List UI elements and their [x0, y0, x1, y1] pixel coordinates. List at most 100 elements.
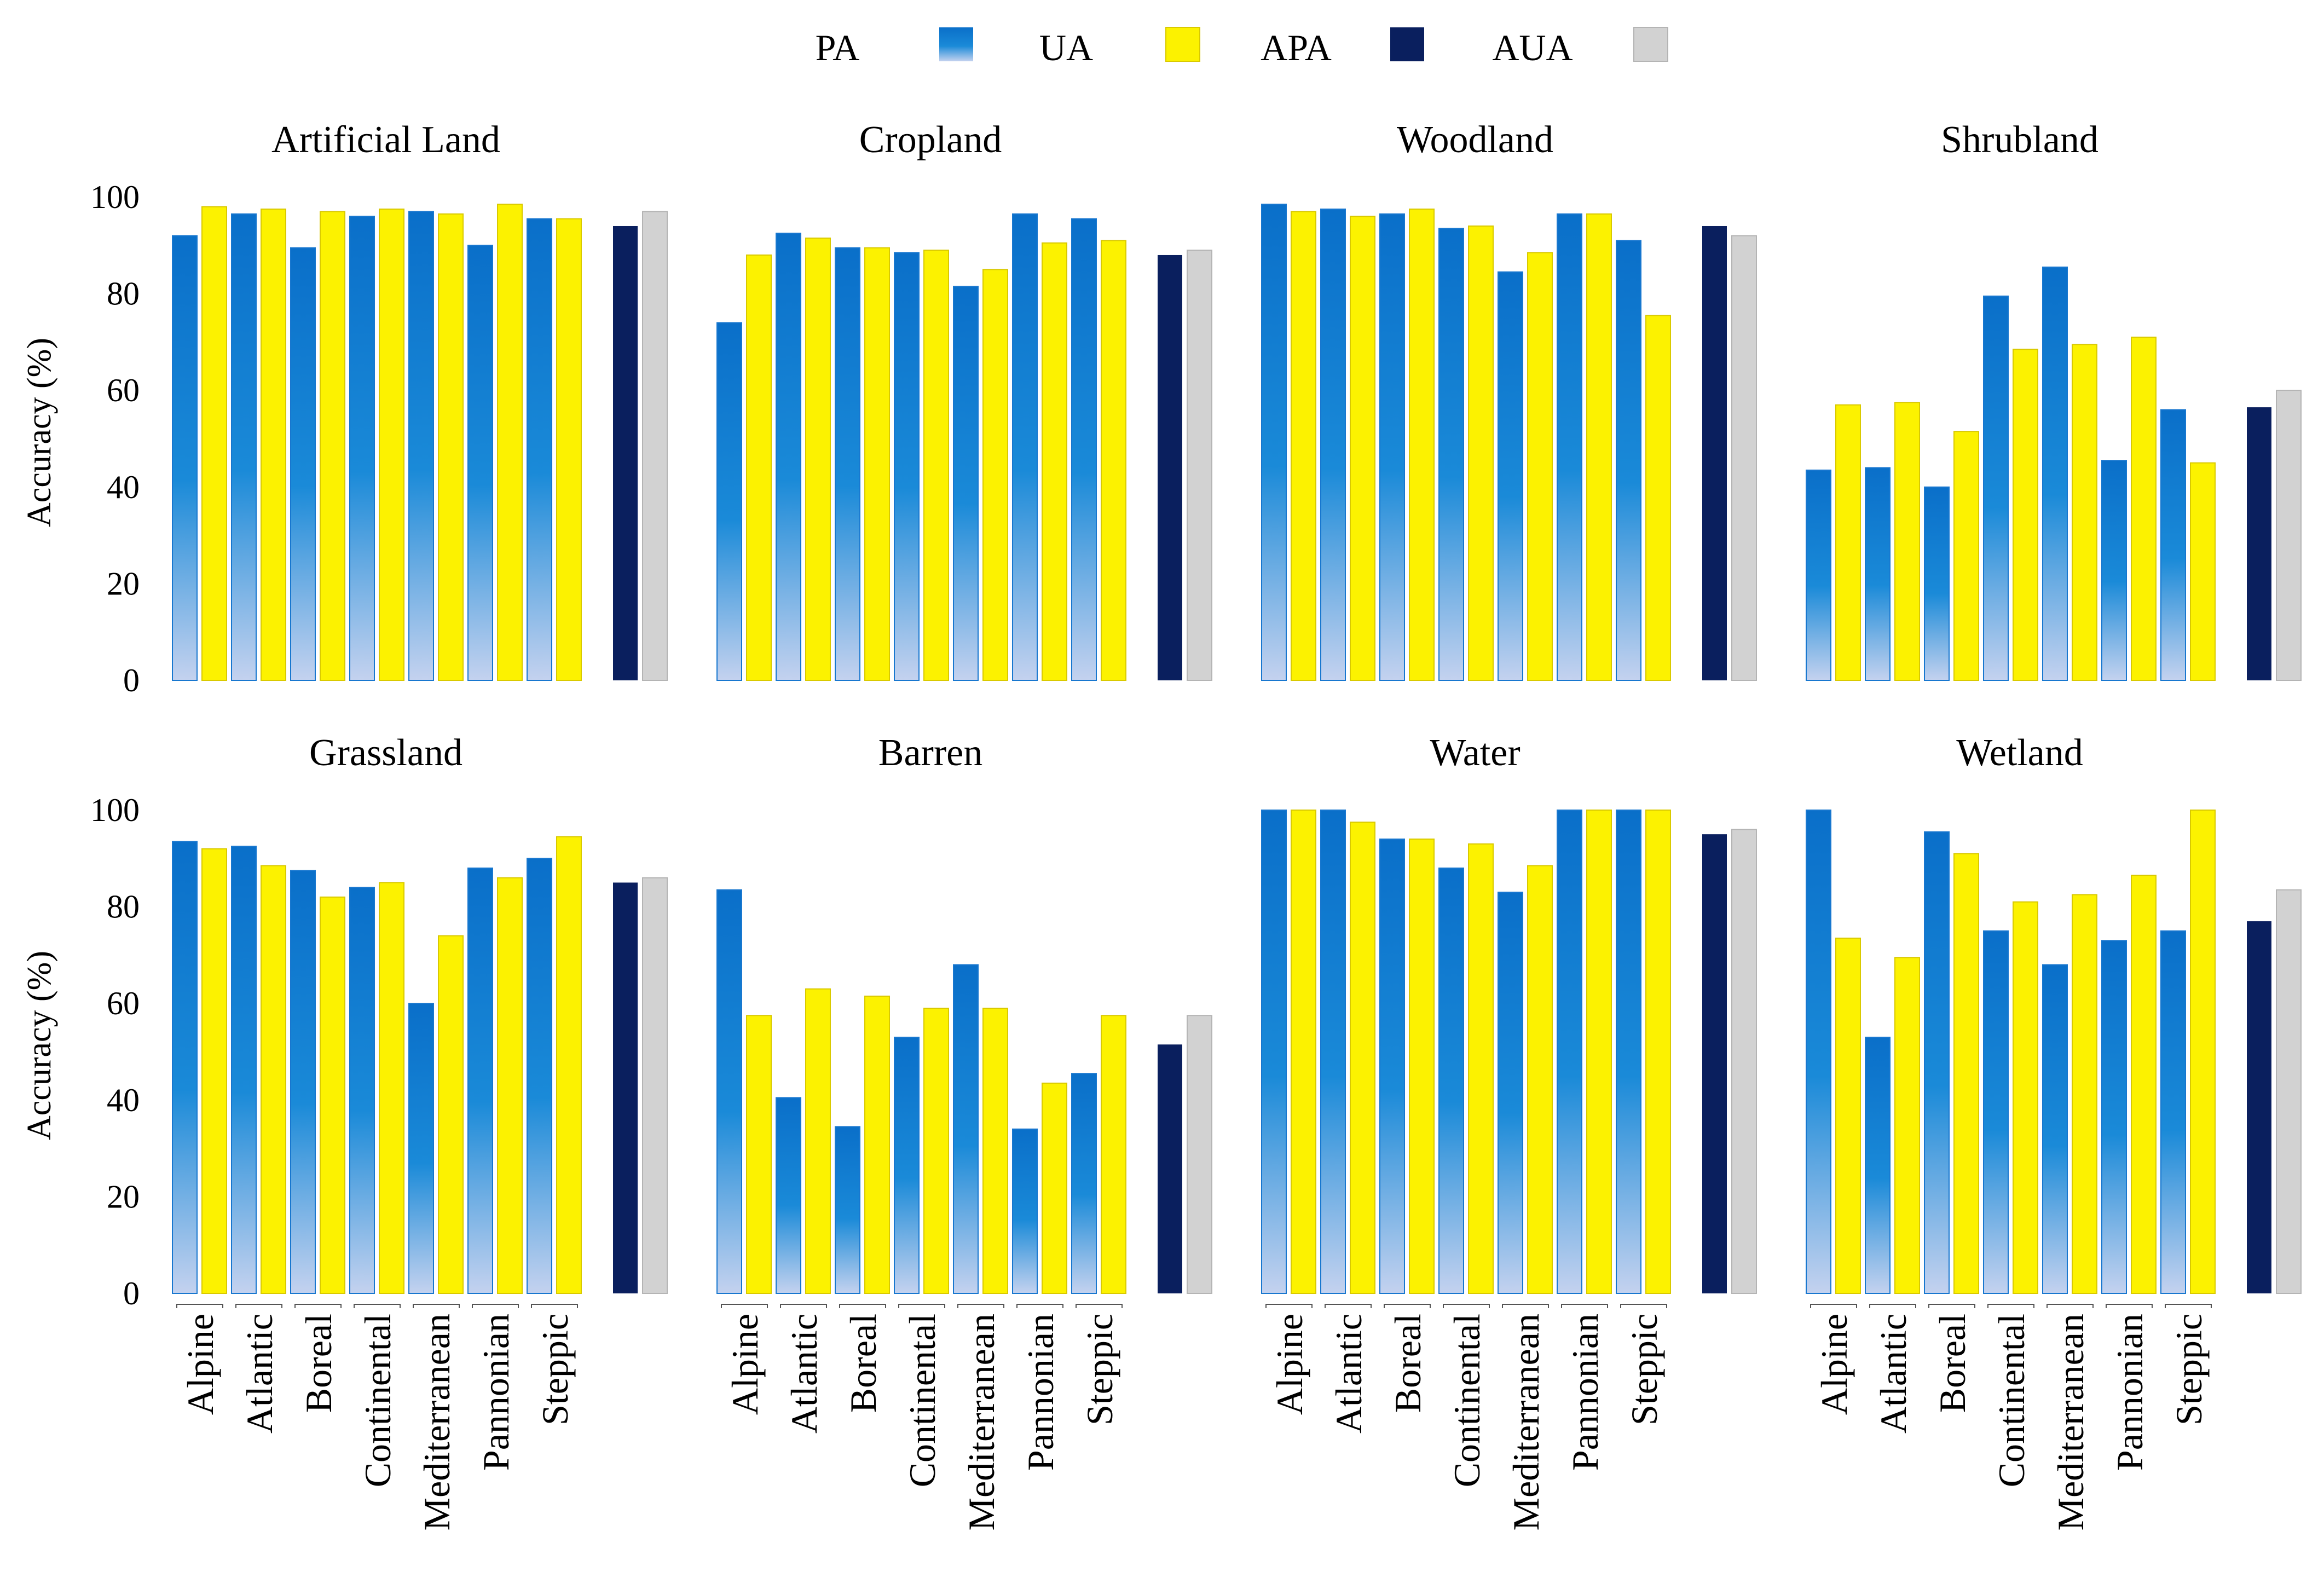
- y-tick-label: 20: [107, 565, 140, 602]
- bar-apa-overall: [613, 882, 638, 1293]
- panel-grassland: Grassland: [172, 732, 668, 1294]
- panel-shrubland: Shrubland: [1806, 119, 2302, 681]
- x-category-labels: Alpine Atlantic Boreal Continental Mediterra…: [176, 1304, 2212, 1530]
- category-label-steppic: Steppic: [2168, 1314, 2210, 1425]
- bar-pa-mediterranean: [2042, 267, 2068, 681]
- category-label-steppic: Steppic: [534, 1314, 576, 1425]
- bar-pa-alpine: [1261, 204, 1287, 681]
- bar-pa-atlantic: [1320, 209, 1346, 681]
- bar-aua-overall: [642, 211, 668, 681]
- category-label-continental: Continental: [1446, 1314, 1488, 1487]
- bar-ua-steppic: [1645, 315, 1671, 681]
- bar-ua-pannonian: [2131, 337, 2157, 681]
- y-tick-label: 0: [123, 1275, 140, 1311]
- bar-pa-pannonian: [1012, 213, 1038, 681]
- panel-title: Artificial Land: [271, 119, 500, 161]
- panel-title: Cropland: [859, 119, 1002, 161]
- category-label-alpine: Alpine: [180, 1314, 221, 1415]
- category-bracket: [1265, 1304, 1313, 1308]
- bar-pa-continental: [349, 887, 375, 1294]
- bar-pa-continental: [1983, 296, 2009, 681]
- bar-ua-pannonian: [1586, 213, 1612, 681]
- category-label-pannonian: Pannonian: [1564, 1314, 1606, 1471]
- bar-ua-alpine: [1291, 211, 1316, 681]
- panel-barren: Barren: [716, 732, 1212, 1294]
- category-label-boreal: Boreal: [1932, 1314, 1973, 1413]
- category-bracket: [472, 1304, 519, 1308]
- bar-pa-atlantic: [1320, 810, 1346, 1294]
- bar-ua-atlantic: [1894, 957, 1920, 1294]
- category-label-atlantic: Atlantic: [1872, 1314, 1914, 1434]
- bar-apa-overall: [2247, 921, 2271, 1293]
- bar-ua-alpine: [1835, 404, 1861, 681]
- bar-pa-alpine: [172, 235, 198, 681]
- category-label-atlantic: Atlantic: [1328, 1314, 1369, 1434]
- bar-ua-mediterranean: [2072, 344, 2097, 681]
- bar-aua-overall: [1187, 1015, 1212, 1294]
- category-label-boreal: Boreal: [842, 1314, 884, 1413]
- category-label-steppic: Steppic: [1079, 1314, 1120, 1425]
- legend-label-ua: UA: [1039, 27, 1093, 68]
- bar-aua-overall: [1731, 235, 1757, 681]
- y-tick-label: 100: [90, 792, 140, 828]
- bar-ua-steppic: [1101, 1015, 1126, 1294]
- bar-apa-overall: [1702, 226, 1727, 681]
- bar-apa-overall: [613, 226, 638, 681]
- bar-ua-continental: [923, 250, 949, 681]
- bar-ua-alpine: [1291, 810, 1316, 1294]
- category-bracket: [413, 1304, 460, 1308]
- category-bracket: [531, 1304, 578, 1308]
- bar-ua-mediterranean: [982, 1008, 1008, 1294]
- bar-ua-atlantic: [1894, 402, 1920, 681]
- bar-ua-continental: [923, 1008, 949, 1294]
- bar-pa-pannonian: [1557, 810, 1582, 1294]
- category-bracket: [957, 1304, 1004, 1308]
- panel-title: Shrubland: [1941, 119, 2098, 161]
- category-bracket: [235, 1304, 282, 1308]
- bar-ua-steppic: [1101, 240, 1126, 681]
- bar-pa-boreal: [1379, 838, 1405, 1294]
- panel-wetland: Wetland: [1806, 732, 2302, 1294]
- category-bracket: [354, 1304, 401, 1308]
- panel-title: Woodland: [1397, 119, 1553, 161]
- category-bracket: [780, 1304, 827, 1308]
- bar-ua-atlantic: [1350, 822, 1375, 1294]
- bar-pa-pannonian: [467, 245, 493, 681]
- legend-swatch-aua: [1633, 27, 1668, 62]
- bar-pa-steppic: [1071, 218, 1097, 681]
- category-bracket: [1502, 1304, 1549, 1308]
- category-label-mediterranean: Mediterranean: [961, 1314, 1002, 1530]
- bar-ua-atlantic: [805, 988, 831, 1294]
- bar-pa-pannonian: [2101, 940, 2127, 1294]
- y-tick-label: 0: [123, 662, 140, 698]
- category-label-alpine: Alpine: [1269, 1314, 1310, 1415]
- legend-swatch-apa: [1390, 27, 1424, 61]
- bar-aua-overall: [1187, 250, 1212, 681]
- category-label-continental: Continental: [357, 1314, 398, 1487]
- bar-ua-continental: [1468, 225, 1494, 681]
- bar-pa-steppic: [527, 218, 552, 681]
- bar-pa-mediterranean: [953, 286, 979, 681]
- bar-ua-mediterranean: [438, 935, 464, 1294]
- category-bracket: [1869, 1304, 1916, 1308]
- bar-pa-mediterranean: [1498, 271, 1523, 681]
- category-label-mediterranean: Mediterranean: [2050, 1314, 2091, 1530]
- bar-pa-boreal: [290, 870, 316, 1294]
- bar-ua-mediterranean: [438, 213, 464, 681]
- bar-pa-atlantic: [1865, 467, 1891, 681]
- category-bracket: [839, 1304, 886, 1308]
- category-bracket: [1325, 1304, 1372, 1308]
- panel-water: Water: [1261, 732, 1757, 1294]
- bar-ua-pannonian: [497, 204, 523, 681]
- bar-pa-mediterranean: [408, 211, 434, 681]
- category-bracket: [176, 1304, 223, 1308]
- bar-ua-continental: [2013, 901, 2038, 1294]
- panel-title: Water: [1430, 732, 1520, 774]
- category-bracket: [1928, 1304, 1975, 1308]
- bar-ua-boreal: [1953, 431, 1979, 681]
- category-label-atlantic: Atlantic: [783, 1314, 825, 1434]
- bar-ua-mediterranean: [1527, 865, 1553, 1294]
- bar-pa-steppic: [1071, 1073, 1097, 1294]
- category-label-atlantic: Atlantic: [239, 1314, 280, 1434]
